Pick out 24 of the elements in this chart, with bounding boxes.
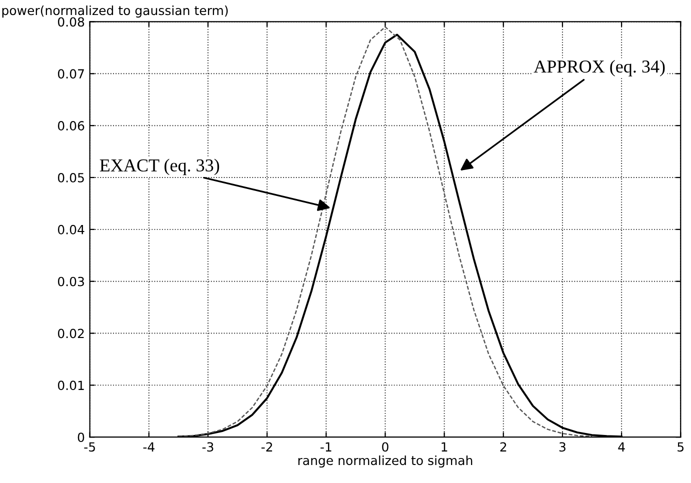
x-tick-label: 3 xyxy=(559,442,566,452)
x-tick-label: 2 xyxy=(500,442,506,452)
y-tick-label: 0.08 xyxy=(58,17,84,27)
x-tick-label: 5 xyxy=(678,442,684,452)
x-tick-label: -4 xyxy=(143,442,154,452)
y-tick-label: 0 xyxy=(78,432,84,442)
x-tick-label: 4 xyxy=(618,442,625,452)
y-tick-label: 0.05 xyxy=(58,172,84,182)
y-tick-label: 0.01 xyxy=(58,380,84,390)
y-tick-label: 0.04 xyxy=(58,224,84,234)
y-tick-label: 0.02 xyxy=(58,328,84,338)
x-tick-label: -3 xyxy=(202,442,214,452)
x-tick-label: 1 xyxy=(442,442,448,452)
x-tick-label: 0 xyxy=(382,442,388,452)
x-tick-label: -2 xyxy=(261,442,272,452)
y-tick-label: 0.03 xyxy=(58,276,84,286)
y-axis-title: power(normalized to gaussian term) xyxy=(2,5,228,18)
y-tick-label: 0.07 xyxy=(58,69,84,79)
y-tick-label: 0.06 xyxy=(58,121,84,131)
x-axis-title: range normalized to sigmah xyxy=(298,455,472,468)
annotation: EXACT (eq. 33) xyxy=(100,158,220,176)
x-tick-label: -5 xyxy=(84,442,95,452)
annotation: APPROX (eq. 34) xyxy=(534,60,665,76)
x-tick-label: -1 xyxy=(320,442,332,452)
